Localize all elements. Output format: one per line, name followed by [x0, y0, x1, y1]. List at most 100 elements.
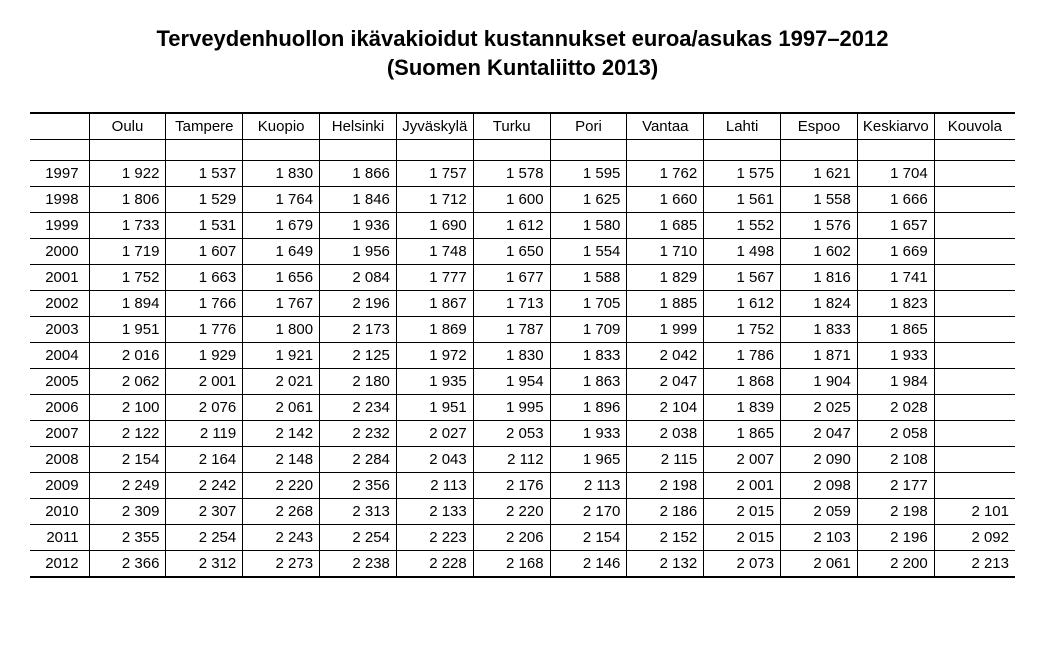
- value-cell: [934, 187, 1015, 213]
- table-row: 20042 0161 9291 9212 1251 9721 8301 8332…: [30, 343, 1015, 369]
- value-cell: 1 660: [627, 187, 704, 213]
- value-cell: 1 936: [320, 213, 397, 239]
- table-row: 19971 9221 5371 8301 8661 7571 5781 5951…: [30, 161, 1015, 187]
- year-cell: 2002: [30, 291, 89, 317]
- value-cell: 1 965: [550, 447, 627, 473]
- value-cell: 1 709: [550, 317, 627, 343]
- table-row: 20021 8941 7661 7672 1961 8671 7131 7051…: [30, 291, 1015, 317]
- spacer-cell: [473, 140, 550, 161]
- value-cell: 2 284: [320, 447, 397, 473]
- value-cell: [934, 343, 1015, 369]
- value-cell: 2 213: [934, 551, 1015, 578]
- value-cell: 2 198: [627, 473, 704, 499]
- value-cell: 2 025: [781, 395, 858, 421]
- value-cell: 1 767: [243, 291, 320, 317]
- value-cell: 1 621: [781, 161, 858, 187]
- spacer-cell: [243, 140, 320, 161]
- year-cell: 1999: [30, 213, 89, 239]
- table-row: 20001 7191 6071 6491 9561 7481 6501 5541…: [30, 239, 1015, 265]
- value-cell: 1 830: [243, 161, 320, 187]
- value-cell: 2 356: [320, 473, 397, 499]
- value-cell: 1 935: [396, 369, 473, 395]
- value-cell: 2 132: [627, 551, 704, 578]
- table-row: 20062 1002 0762 0612 2341 9511 9951 8962…: [30, 395, 1015, 421]
- value-cell: 2 016: [89, 343, 166, 369]
- year-cell: 2007: [30, 421, 89, 447]
- value-cell: [934, 213, 1015, 239]
- value-cell: 1 752: [89, 265, 166, 291]
- value-cell: 2 015: [704, 499, 781, 525]
- value-cell: 1 806: [89, 187, 166, 213]
- value-cell: 1 752: [704, 317, 781, 343]
- value-cell: 2 220: [473, 499, 550, 525]
- value-cell: 1 995: [473, 395, 550, 421]
- value-cell: 1 894: [89, 291, 166, 317]
- value-cell: 1 829: [627, 265, 704, 291]
- spacer-cell: [320, 140, 397, 161]
- value-cell: 1 576: [781, 213, 858, 239]
- value-cell: 2 232: [320, 421, 397, 447]
- value-cell: 2 206: [473, 525, 550, 551]
- spacer-cell: [934, 140, 1015, 161]
- value-cell: 2 186: [627, 499, 704, 525]
- value-cell: 1 650: [473, 239, 550, 265]
- value-cell: 1 663: [166, 265, 243, 291]
- value-cell: 1 929: [166, 343, 243, 369]
- value-cell: 2 115: [627, 447, 704, 473]
- value-cell: 1 690: [396, 213, 473, 239]
- value-cell: 1 984: [857, 369, 934, 395]
- value-cell: 1 896: [550, 395, 627, 421]
- table-row: 20052 0622 0012 0212 1801 9351 9541 8632…: [30, 369, 1015, 395]
- value-cell: 2 220: [243, 473, 320, 499]
- value-cell: 1 529: [166, 187, 243, 213]
- value-cell: 2 168: [473, 551, 550, 578]
- value-cell: 2 309: [89, 499, 166, 525]
- value-cell: 2 238: [320, 551, 397, 578]
- value-cell: 1 578: [473, 161, 550, 187]
- value-cell: 2 043: [396, 447, 473, 473]
- table-row: 20072 1222 1192 1422 2322 0272 0531 9332…: [30, 421, 1015, 447]
- value-cell: 2 196: [857, 525, 934, 551]
- value-cell: 2 038: [627, 421, 704, 447]
- value-cell: 1 954: [473, 369, 550, 395]
- value-cell: [934, 291, 1015, 317]
- value-cell: 2 180: [320, 369, 397, 395]
- value-cell: 2 146: [550, 551, 627, 578]
- value-cell: 1 777: [396, 265, 473, 291]
- year-cell: 2000: [30, 239, 89, 265]
- value-cell: 1 764: [243, 187, 320, 213]
- table-row: 20102 3092 3072 2682 3132 1332 2202 1702…: [30, 499, 1015, 525]
- year-cell: 1997: [30, 161, 89, 187]
- year-cell: 2011: [30, 525, 89, 551]
- value-cell: 1 833: [781, 317, 858, 343]
- value-cell: 2 133: [396, 499, 473, 525]
- value-cell: 2 042: [627, 343, 704, 369]
- col-header: Kuopio: [243, 113, 320, 140]
- value-cell: 2 112: [473, 447, 550, 473]
- table-row: 20082 1542 1642 1482 2842 0432 1121 9652…: [30, 447, 1015, 473]
- value-cell: 2 254: [320, 525, 397, 551]
- spacer-cell: [166, 140, 243, 161]
- value-cell: 1 748: [396, 239, 473, 265]
- value-cell: 2 234: [320, 395, 397, 421]
- value-cell: 1 762: [627, 161, 704, 187]
- value-cell: 1 733: [89, 213, 166, 239]
- value-cell: 2 173: [320, 317, 397, 343]
- value-cell: [934, 395, 1015, 421]
- value-cell: 2 061: [781, 551, 858, 578]
- value-cell: 1 823: [857, 291, 934, 317]
- value-cell: 1 669: [857, 239, 934, 265]
- value-cell: 1 685: [627, 213, 704, 239]
- spacer-cell: [550, 140, 627, 161]
- value-cell: 2 355: [89, 525, 166, 551]
- value-cell: 2 242: [166, 473, 243, 499]
- value-cell: 2 113: [396, 473, 473, 499]
- value-cell: 1 871: [781, 343, 858, 369]
- year-cell: 2004: [30, 343, 89, 369]
- value-cell: 2 228: [396, 551, 473, 578]
- value-cell: 2 058: [857, 421, 934, 447]
- value-cell: 1 602: [781, 239, 858, 265]
- col-header: Kouvola: [934, 113, 1015, 140]
- value-cell: 2 084: [320, 265, 397, 291]
- value-cell: 2 307: [166, 499, 243, 525]
